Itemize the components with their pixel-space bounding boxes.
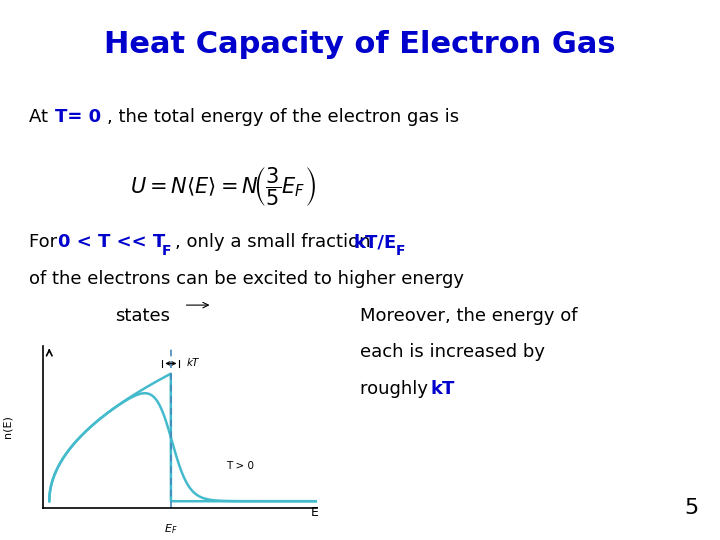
Text: of the electrons can be excited to higher energy: of the electrons can be excited to highe… <box>29 270 464 288</box>
Text: T > 0: T > 0 <box>225 461 253 470</box>
Text: kT: kT <box>186 359 199 368</box>
Text: F: F <box>162 244 171 258</box>
Text: F: F <box>395 244 405 258</box>
Text: $U = N\langle E\rangle = N\!\left(\dfrac{3}{5}E_F\right)$: $U = N\langle E\rangle = N\!\left(\dfrac… <box>130 165 315 208</box>
Text: each is increased by: each is increased by <box>360 343 545 361</box>
Text: T= 0: T= 0 <box>55 108 102 126</box>
Text: states: states <box>115 307 170 325</box>
Text: $E_F$: $E_F$ <box>164 522 178 536</box>
Text: , the total energy of the electron gas is: , the total energy of the electron gas i… <box>107 108 459 126</box>
Text: kT: kT <box>431 380 455 398</box>
Text: roughly: roughly <box>360 380 433 398</box>
Text: , only a small fraction: , only a small fraction <box>175 233 377 251</box>
Text: For: For <box>29 233 63 251</box>
Text: kT/E: kT/E <box>354 233 397 251</box>
Text: Moreover, the energy of: Moreover, the energy of <box>360 307 577 325</box>
Text: Heat Capacity of Electron Gas: Heat Capacity of Electron Gas <box>104 30 616 59</box>
Text: 5: 5 <box>684 498 698 518</box>
Text: At: At <box>29 108 53 126</box>
Text: n(E): n(E) <box>3 415 13 438</box>
Text: 0 < T << T: 0 < T << T <box>58 233 165 251</box>
Text: E: E <box>310 505 318 519</box>
